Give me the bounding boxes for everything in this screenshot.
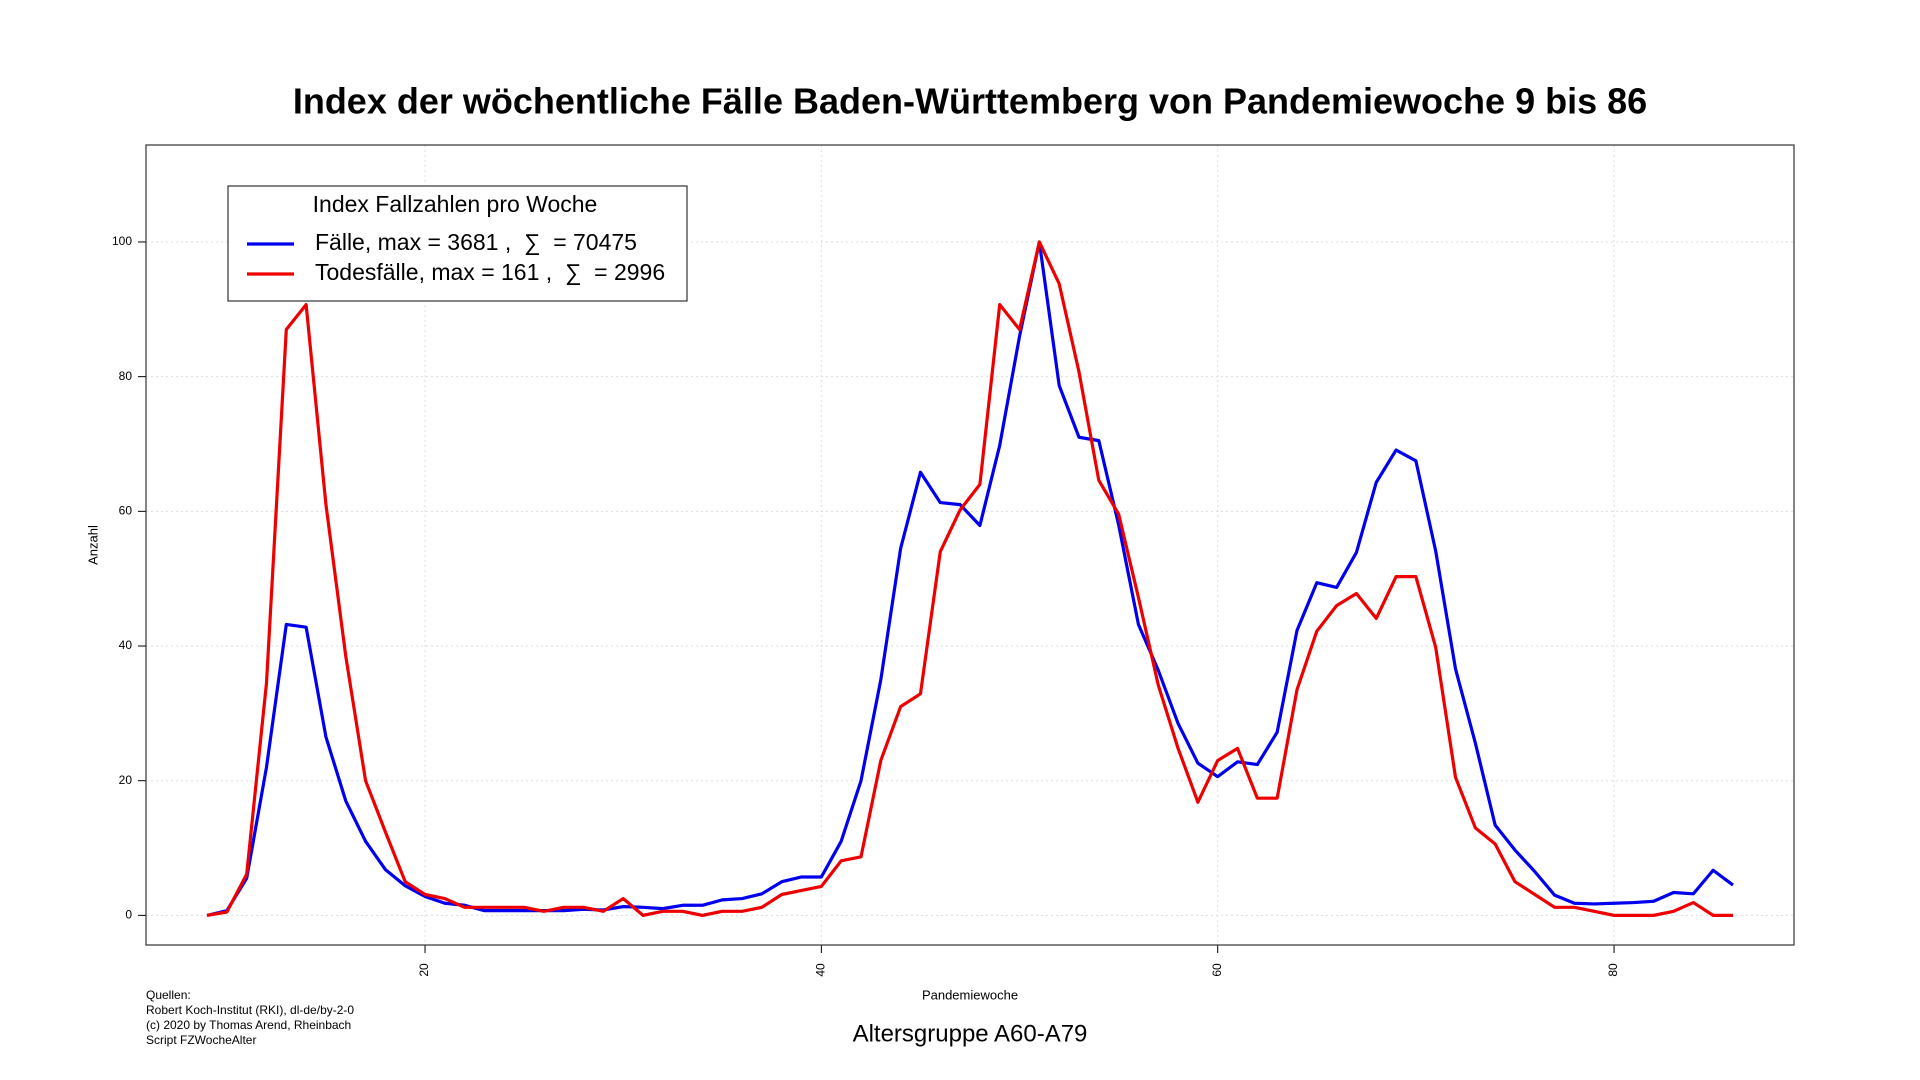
plot-frame (145, 144, 1795, 946)
series-line (206, 240, 1734, 917)
x-tick-label: 20 (417, 963, 431, 977)
y-axis-label: Anzahl (85, 525, 100, 565)
x-tick-label: 80 (1606, 963, 1620, 977)
y-tick-label: 40 (119, 638, 133, 652)
source-note: (c) 2020 by Thomas Arend, Rheinbach (146, 1018, 351, 1032)
y-tick-label: 80 (119, 369, 133, 383)
y-tick-label: 20 (119, 773, 133, 787)
chart-subtitle: Altersgruppe A60-A79 (853, 1020, 1088, 1047)
legend-title: Index Fallzahlen pro Woche (313, 191, 598, 217)
legend-label: Todesfälle, max = 161 , ∑ = 2996 (315, 259, 665, 285)
legend-label: Fälle, max = 3681 , ∑ = 70475 (315, 229, 637, 255)
y-tick-label: 100 (112, 234, 132, 248)
x-tick-label: 40 (814, 963, 828, 977)
x-axis-label: Pandemiewoche (922, 987, 1018, 1002)
chart-title: Index der wöchentliche Fälle Baden-Württ… (293, 81, 1647, 122)
x-tick-label: 60 (1210, 963, 1224, 977)
legend-box (227, 185, 688, 302)
source-note: Quellen: (146, 988, 191, 1002)
source-note: Robert Koch-Institut (RKI), dl-de/by-2-0 (146, 1003, 354, 1017)
series-line (206, 240, 1733, 917)
y-tick-label: 60 (119, 504, 133, 518)
source-note: Script FZWocheAlter (146, 1033, 256, 1047)
y-tick-label: 0 (125, 908, 132, 922)
